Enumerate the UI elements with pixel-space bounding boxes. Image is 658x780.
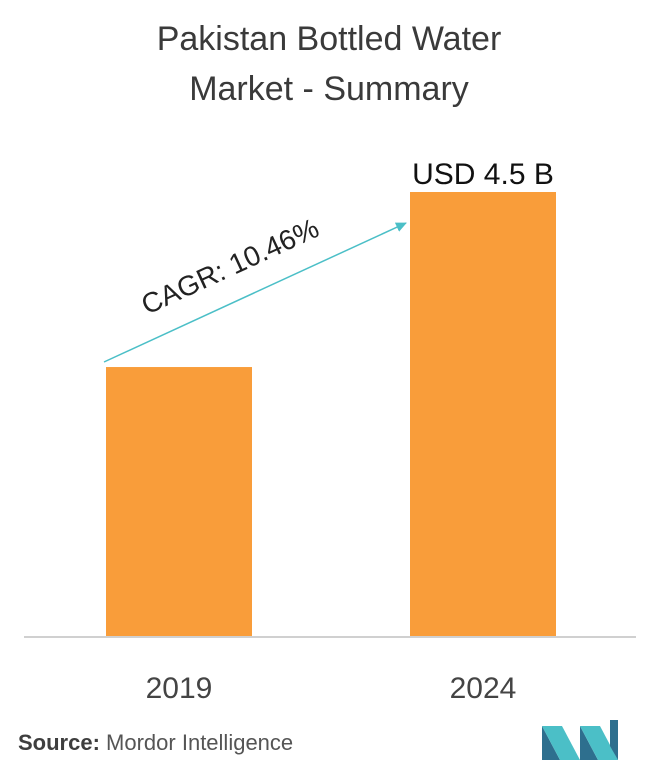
chart-title-line-1: Pakistan Bottled Water (156, 20, 502, 58)
mordor-intelligence-logo-icon (542, 720, 618, 760)
bar-2024 (410, 192, 556, 637)
source-label: Source: (18, 730, 100, 755)
cagr-arrow (103, 222, 407, 363)
x-tick-label-2024: 2024 (450, 672, 517, 705)
chart-title: Pakistan Bottled Water Market - Summary (0, 14, 658, 114)
data-label-2024: USD 4.5 B (412, 158, 554, 191)
source-note: Source: Mordor Intelligence (18, 730, 293, 756)
source-text: Mordor Intelligence (106, 730, 294, 755)
bar-2019 (106, 367, 252, 637)
chart-title-line-2: Market - Summary (189, 70, 469, 108)
x-tick-label-2019: 2019 (146, 672, 213, 705)
